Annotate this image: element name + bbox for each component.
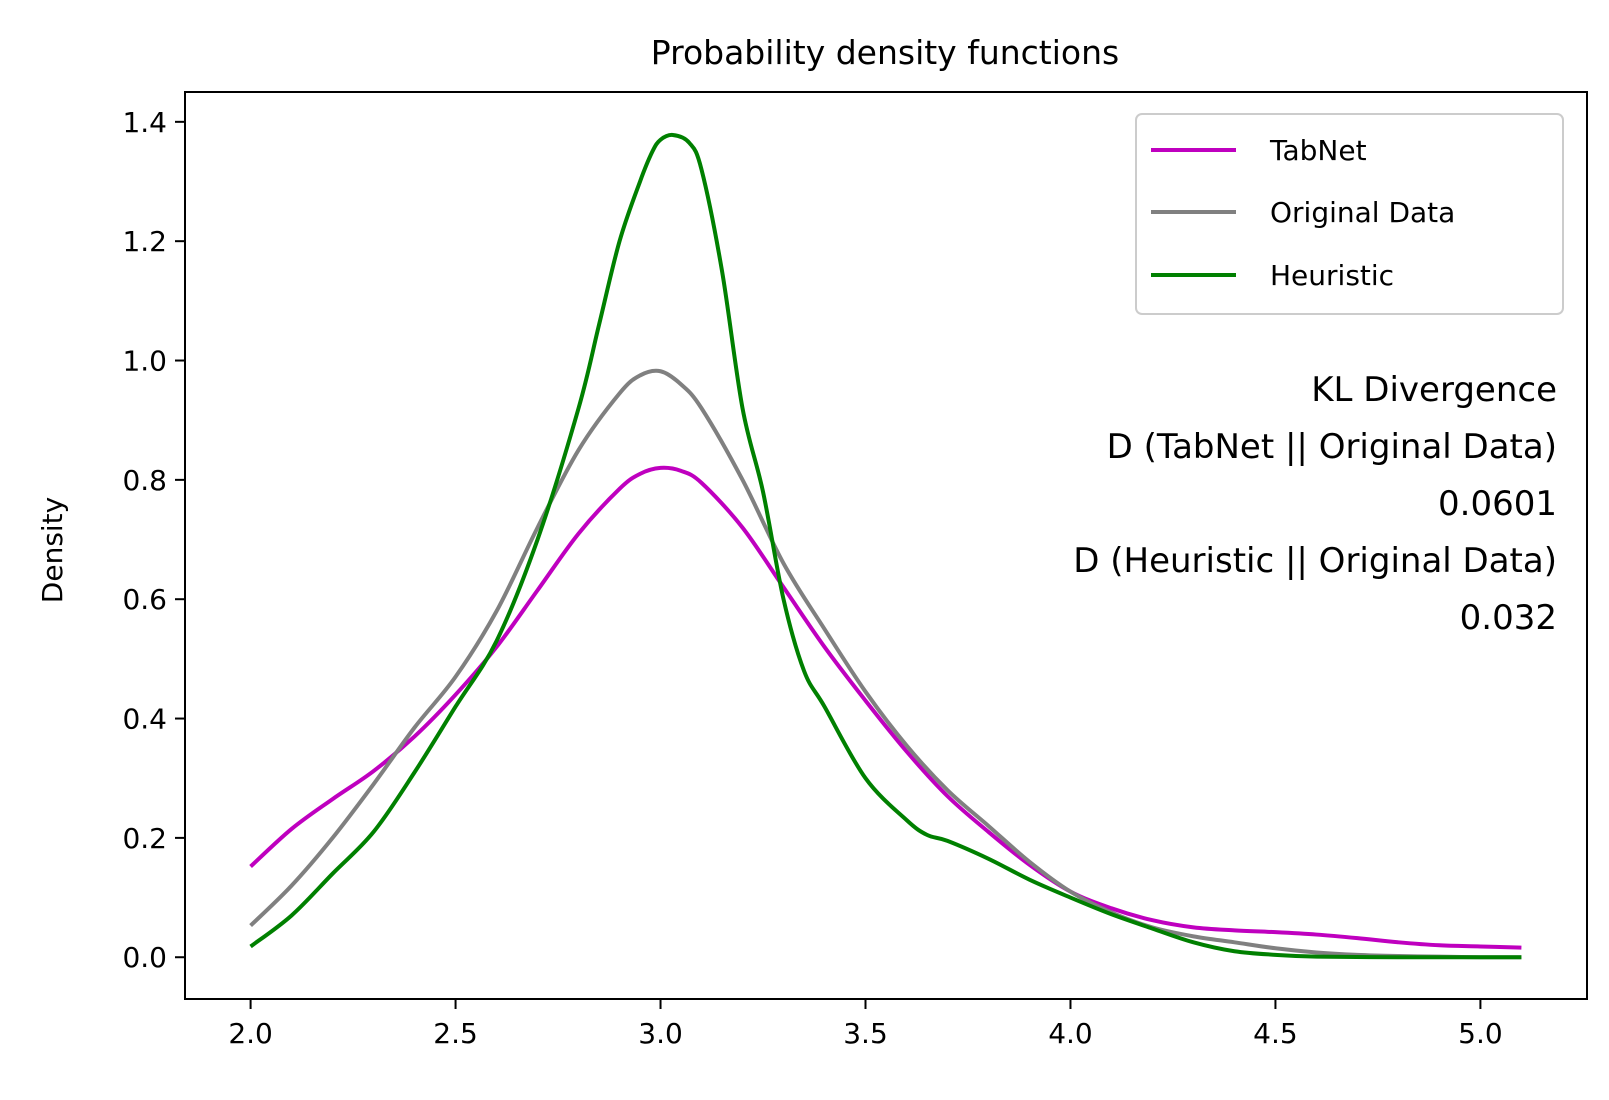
x-tick-label: 2.5	[433, 1017, 478, 1050]
y-tick-label: 0.0	[122, 941, 167, 974]
x-tick-label: 4.0	[1048, 1017, 1093, 1050]
y-tick-label: 1.4	[122, 106, 167, 139]
annotation-heading: KL Divergence	[1311, 370, 1557, 410]
y-tick-label: 0.8	[122, 464, 167, 497]
annotation-heuristic-value: 0.032	[1460, 598, 1557, 638]
series-line-original-data	[249, 368, 1522, 960]
series-layer	[249, 132, 1522, 960]
y-tick-label: 1.0	[122, 345, 167, 378]
chart-title: Probability density functions	[651, 33, 1119, 72]
y-axis: 0.0 0.2 0.4 0.6 0.8 1.0 1.2 1.4	[122, 106, 185, 974]
x-tick-label: 4.5	[1253, 1017, 1298, 1050]
annotation-tabnet-value: 0.0601	[1438, 484, 1557, 524]
y-tick-label: 0.2	[122, 822, 167, 855]
kl-annotation: KL Divergence D (TabNet || Original Data…	[1073, 370, 1557, 638]
annotation-heuristic-label: D (Heuristic || Original Data)	[1073, 541, 1557, 581]
x-tick-label: 3.5	[843, 1017, 888, 1050]
x-tick-label: 3.0	[638, 1017, 683, 1050]
x-tick-label: 5.0	[1458, 1017, 1503, 1050]
y-tick-label: 1.2	[122, 225, 167, 258]
series-line-heuristic	[249, 132, 1522, 960]
plot-frame	[184, 91, 1588, 1000]
annotation-tabnet-label: D (TabNet || Original Data)	[1107, 427, 1557, 467]
y-axis-label: Density	[36, 497, 69, 603]
x-tick-label: 2.0	[228, 1017, 273, 1050]
legend-box	[1135, 113, 1564, 315]
legend-label-original-data: Original Data	[1270, 196, 1455, 229]
y-tick-label: 0.4	[122, 703, 167, 736]
legend: TabNet Original Data Heuristic	[1135, 113, 1564, 315]
legend-label-tabnet: TabNet	[1269, 134, 1367, 167]
y-tick-label: 0.6	[122, 583, 167, 616]
legend-label-heuristic: Heuristic	[1270, 259, 1394, 292]
x-axis: 2.0 2.5 3.0 3.5 4.0 4.5 5.0	[228, 999, 1503, 1050]
